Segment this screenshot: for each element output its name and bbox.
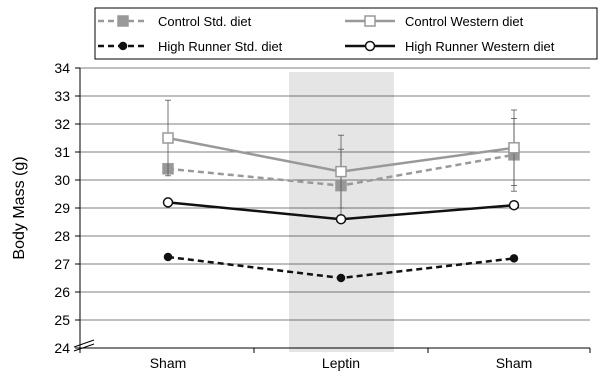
data-point-3-2 <box>508 199 520 211</box>
series-2 <box>163 252 519 283</box>
legend-entry-3: High Runner Western diet <box>345 39 555 54</box>
y-tick-label-28: 28 <box>54 228 70 244</box>
y-tick-label-30: 30 <box>54 172 70 188</box>
data-point-1-1 <box>335 165 347 178</box>
legend-label-3: High Runner Western diet <box>405 39 555 54</box>
legend-entry-0: Control Std. diet <box>98 14 252 29</box>
data-point-2-0 <box>163 252 173 262</box>
y-tick-label-29: 29 <box>54 200 70 216</box>
legend-swatch-marker-0 <box>117 15 129 27</box>
leptin-highlight-band <box>289 72 394 352</box>
y-tick-label-33: 33 <box>54 88 70 104</box>
legend-swatch-marker-1 <box>364 15 376 27</box>
axes <box>73 68 591 353</box>
y-tick-label-34: 34 <box>54 60 70 76</box>
data-point-1-2 <box>508 142 520 154</box>
y-tick-label-27: 27 <box>54 256 70 272</box>
legend-swatch-marker-2 <box>118 41 128 51</box>
y-tick-label-31: 31 <box>54 144 70 160</box>
data-point-3-0 <box>162 197 174 208</box>
y-tick-labels: 24 25 26 27 28 29 30 31 32 33 34 <box>54 60 70 356</box>
x-tick-label-1: Leptin <box>322 355 360 371</box>
y-tick-label-25: 25 <box>54 312 70 328</box>
legend-label-1: Control Western diet <box>405 14 524 29</box>
data-point-3-1 <box>335 213 347 225</box>
legend-entry-1: Control Western diet <box>345 14 524 29</box>
data-point-2-1 <box>336 273 346 283</box>
y-tick-label-26: 26 <box>54 284 70 300</box>
x-tick-label-0: Sham <box>150 355 187 371</box>
y-tick-label-24: 24 <box>54 340 70 356</box>
x-tick-label-2: Sham <box>496 355 533 371</box>
y-tick-label-32: 32 <box>54 116 70 132</box>
legend-swatch-marker-3 <box>364 40 376 52</box>
legend-label-2: High Runner Std. diet <box>158 39 283 54</box>
data-point-2-2 <box>509 254 519 263</box>
legend-box <box>94 7 598 60</box>
axis-break-mark-1 <box>73 339 95 348</box>
axis-break-mark-2 <box>73 343 95 352</box>
data-point-1-0 <box>162 132 174 144</box>
series-3 <box>162 197 520 225</box>
legend-label-0: Control Std. diet <box>158 14 252 29</box>
legend: Control Std. diet Control Western diet Hig… <box>94 7 598 60</box>
y-axis-title: Body Mass (g) <box>11 156 28 259</box>
grid-lines <box>75 67 590 349</box>
series-1 <box>162 99 520 209</box>
x-tick-labels: Sham Leptin Sham <box>150 355 533 371</box>
series-layer <box>162 99 520 283</box>
legend-entry-2: High Runner Std. diet <box>98 39 283 54</box>
